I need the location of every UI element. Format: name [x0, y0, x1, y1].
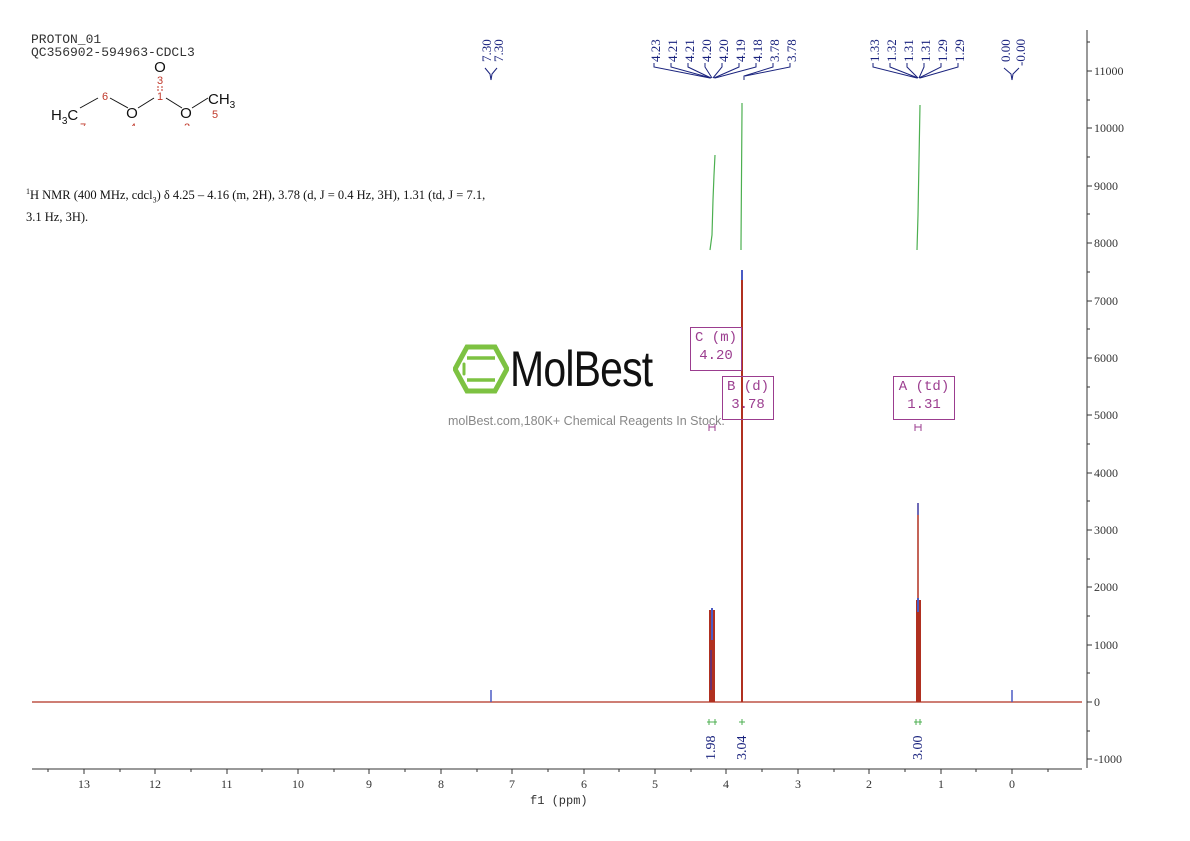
svg-text:1: 1 — [157, 91, 163, 103]
x-tick-label: 1 — [938, 777, 944, 791]
integral-markers — [707, 719, 922, 725]
peak-label: 1.31 — [901, 39, 916, 62]
nmr-summary-sup: 1 — [26, 187, 30, 196]
y-tick-label: 11000 — [1094, 64, 1124, 78]
peak-label: 3.78 — [784, 39, 799, 62]
experiment-name: PROTON_01 — [31, 32, 102, 47]
peak-label: 1.33 — [867, 39, 882, 62]
multiplet-type: m — [720, 330, 729, 346]
y-tick-label: 4000 — [1094, 466, 1118, 480]
multiplet-markers — [708, 424, 922, 431]
peak-label: 4.20 — [699, 39, 714, 62]
peak-label: 4.23 — [648, 39, 663, 62]
x-tick-label: 3 — [795, 777, 801, 791]
integral-value: 3.04 — [735, 735, 750, 761]
svg-text:7: 7 — [80, 122, 86, 126]
x-tick-label: 4 — [723, 777, 729, 791]
x-tick-label: 12 — [149, 777, 161, 791]
peak-label: 0.00 — [998, 39, 1013, 62]
svg-text:O: O — [154, 59, 166, 76]
svg-text:2: 2 — [184, 122, 190, 126]
x-tick-label: 8 — [438, 777, 444, 791]
spectrum-peaks — [490, 270, 1013, 702]
nmr-summary-line1: H NMR (400 MHz, cdcl — [30, 188, 153, 203]
x-tick-label: 0 — [1009, 777, 1015, 791]
peak-label: 1.29 — [935, 39, 950, 62]
integral-curves — [709, 103, 921, 251]
x-tick-label: 13 — [78, 777, 90, 791]
y-tick-label: 9000 — [1094, 179, 1118, 193]
molbest-logo-icon — [453, 344, 509, 394]
y-tick-label: 3000 — [1094, 523, 1118, 537]
y-tick-label: 1000 — [1094, 638, 1118, 652]
peak-label: 4.18 — [750, 39, 765, 62]
multiplet-type: td — [924, 379, 941, 395]
peak-label: 7.30 — [491, 39, 506, 62]
x-tick-label: 10 — [292, 777, 304, 791]
x-tick-label: 9 — [366, 777, 372, 791]
nmr-summary-line1-rest: ) δ 4.25 – 4.16 (m, 2H), 3.78 (d, J = 0.… — [156, 188, 486, 203]
watermark-tagline: molBest.com,180K+ Chemical Reagents In S… — [448, 414, 725, 428]
y-tick-label: 6000 — [1094, 351, 1118, 365]
y-tick-label: 7000 — [1094, 294, 1118, 308]
multiplet-box-b: B (d) 3.78 — [722, 376, 774, 420]
multiplet-shift: 3.78 — [731, 397, 765, 413]
peak-label-leaders — [484, 63, 1020, 81]
x-tick-label: 6 — [581, 777, 587, 791]
peak-label: 4.19 — [733, 39, 748, 62]
svg-text:3: 3 — [157, 75, 163, 87]
nmr-summary-sub: 3 — [152, 195, 157, 205]
peak-label: 4.20 — [716, 39, 731, 62]
nmr-summary: 1H NMR (400 MHz, cdcl3) δ 4.25 – 4.16 (m… — [26, 184, 626, 225]
sample-id: QC356902-594963-CDCL3 — [31, 45, 195, 60]
multiplet-box-a: A (td) 1.31 — [893, 376, 955, 420]
svg-text:5: 5 — [212, 109, 218, 121]
x-tick-label: 5 — [652, 777, 658, 791]
multiplet-shift: 4.20 — [699, 348, 733, 364]
x-tick-label: 11 — [221, 777, 233, 791]
svg-text:H3C: H3C — [51, 107, 78, 126]
multiplet-label: B — [726, 379, 736, 395]
svg-text:6: 6 — [102, 91, 108, 103]
y-tick-label: 0 — [1094, 695, 1100, 709]
svg-text:CH3: CH3 — [208, 91, 236, 111]
nmr-summary-line2: 3.1 Hz, 3H). — [26, 209, 89, 224]
integral-value: 1.98 — [704, 735, 719, 761]
multiplet-label: C — [694, 330, 704, 346]
multiplet-type: d — [752, 379, 761, 395]
x-axis-label: f1 (ppm) — [530, 794, 588, 808]
multiplet-shift: 1.31 — [907, 397, 941, 413]
peak-label: 1.32 — [884, 39, 899, 62]
peak-label: 4.21 — [682, 39, 697, 62]
y-axis — [1086, 30, 1092, 768]
multiplet-box-c: C (m) 4.20 — [690, 327, 742, 371]
x-tick-label: 7 — [509, 777, 515, 791]
watermark-brand: MolBest — [510, 341, 653, 397]
peak-label: 1.29 — [952, 39, 967, 62]
peak-label: 1.31 — [918, 39, 933, 62]
y-tick-label: 2000 — [1094, 580, 1118, 594]
peak-label: 3.78 — [767, 39, 782, 62]
x-tick-label: 2 — [866, 777, 872, 791]
x-axis — [32, 768, 1082, 774]
svg-text:O: O — [180, 105, 192, 122]
svg-text:4: 4 — [130, 122, 136, 126]
multiplet-label: A — [898, 379, 908, 395]
peak-label: 4.21 — [665, 39, 680, 62]
svg-text:O: O — [126, 105, 138, 122]
y-tick-label: 10000 — [1094, 121, 1124, 135]
y-tick-label: -1000 — [1094, 752, 1122, 766]
integral-value: 3.00 — [911, 735, 926, 761]
chemical-structure: O 3 1 H3C 7 6 O 4 O 2 CH3 5 — [51, 59, 236, 126]
peak-label: -0.00 — [1013, 38, 1028, 66]
y-tick-label: 5000 — [1094, 408, 1118, 422]
y-tick-label: 8000 — [1094, 236, 1118, 250]
